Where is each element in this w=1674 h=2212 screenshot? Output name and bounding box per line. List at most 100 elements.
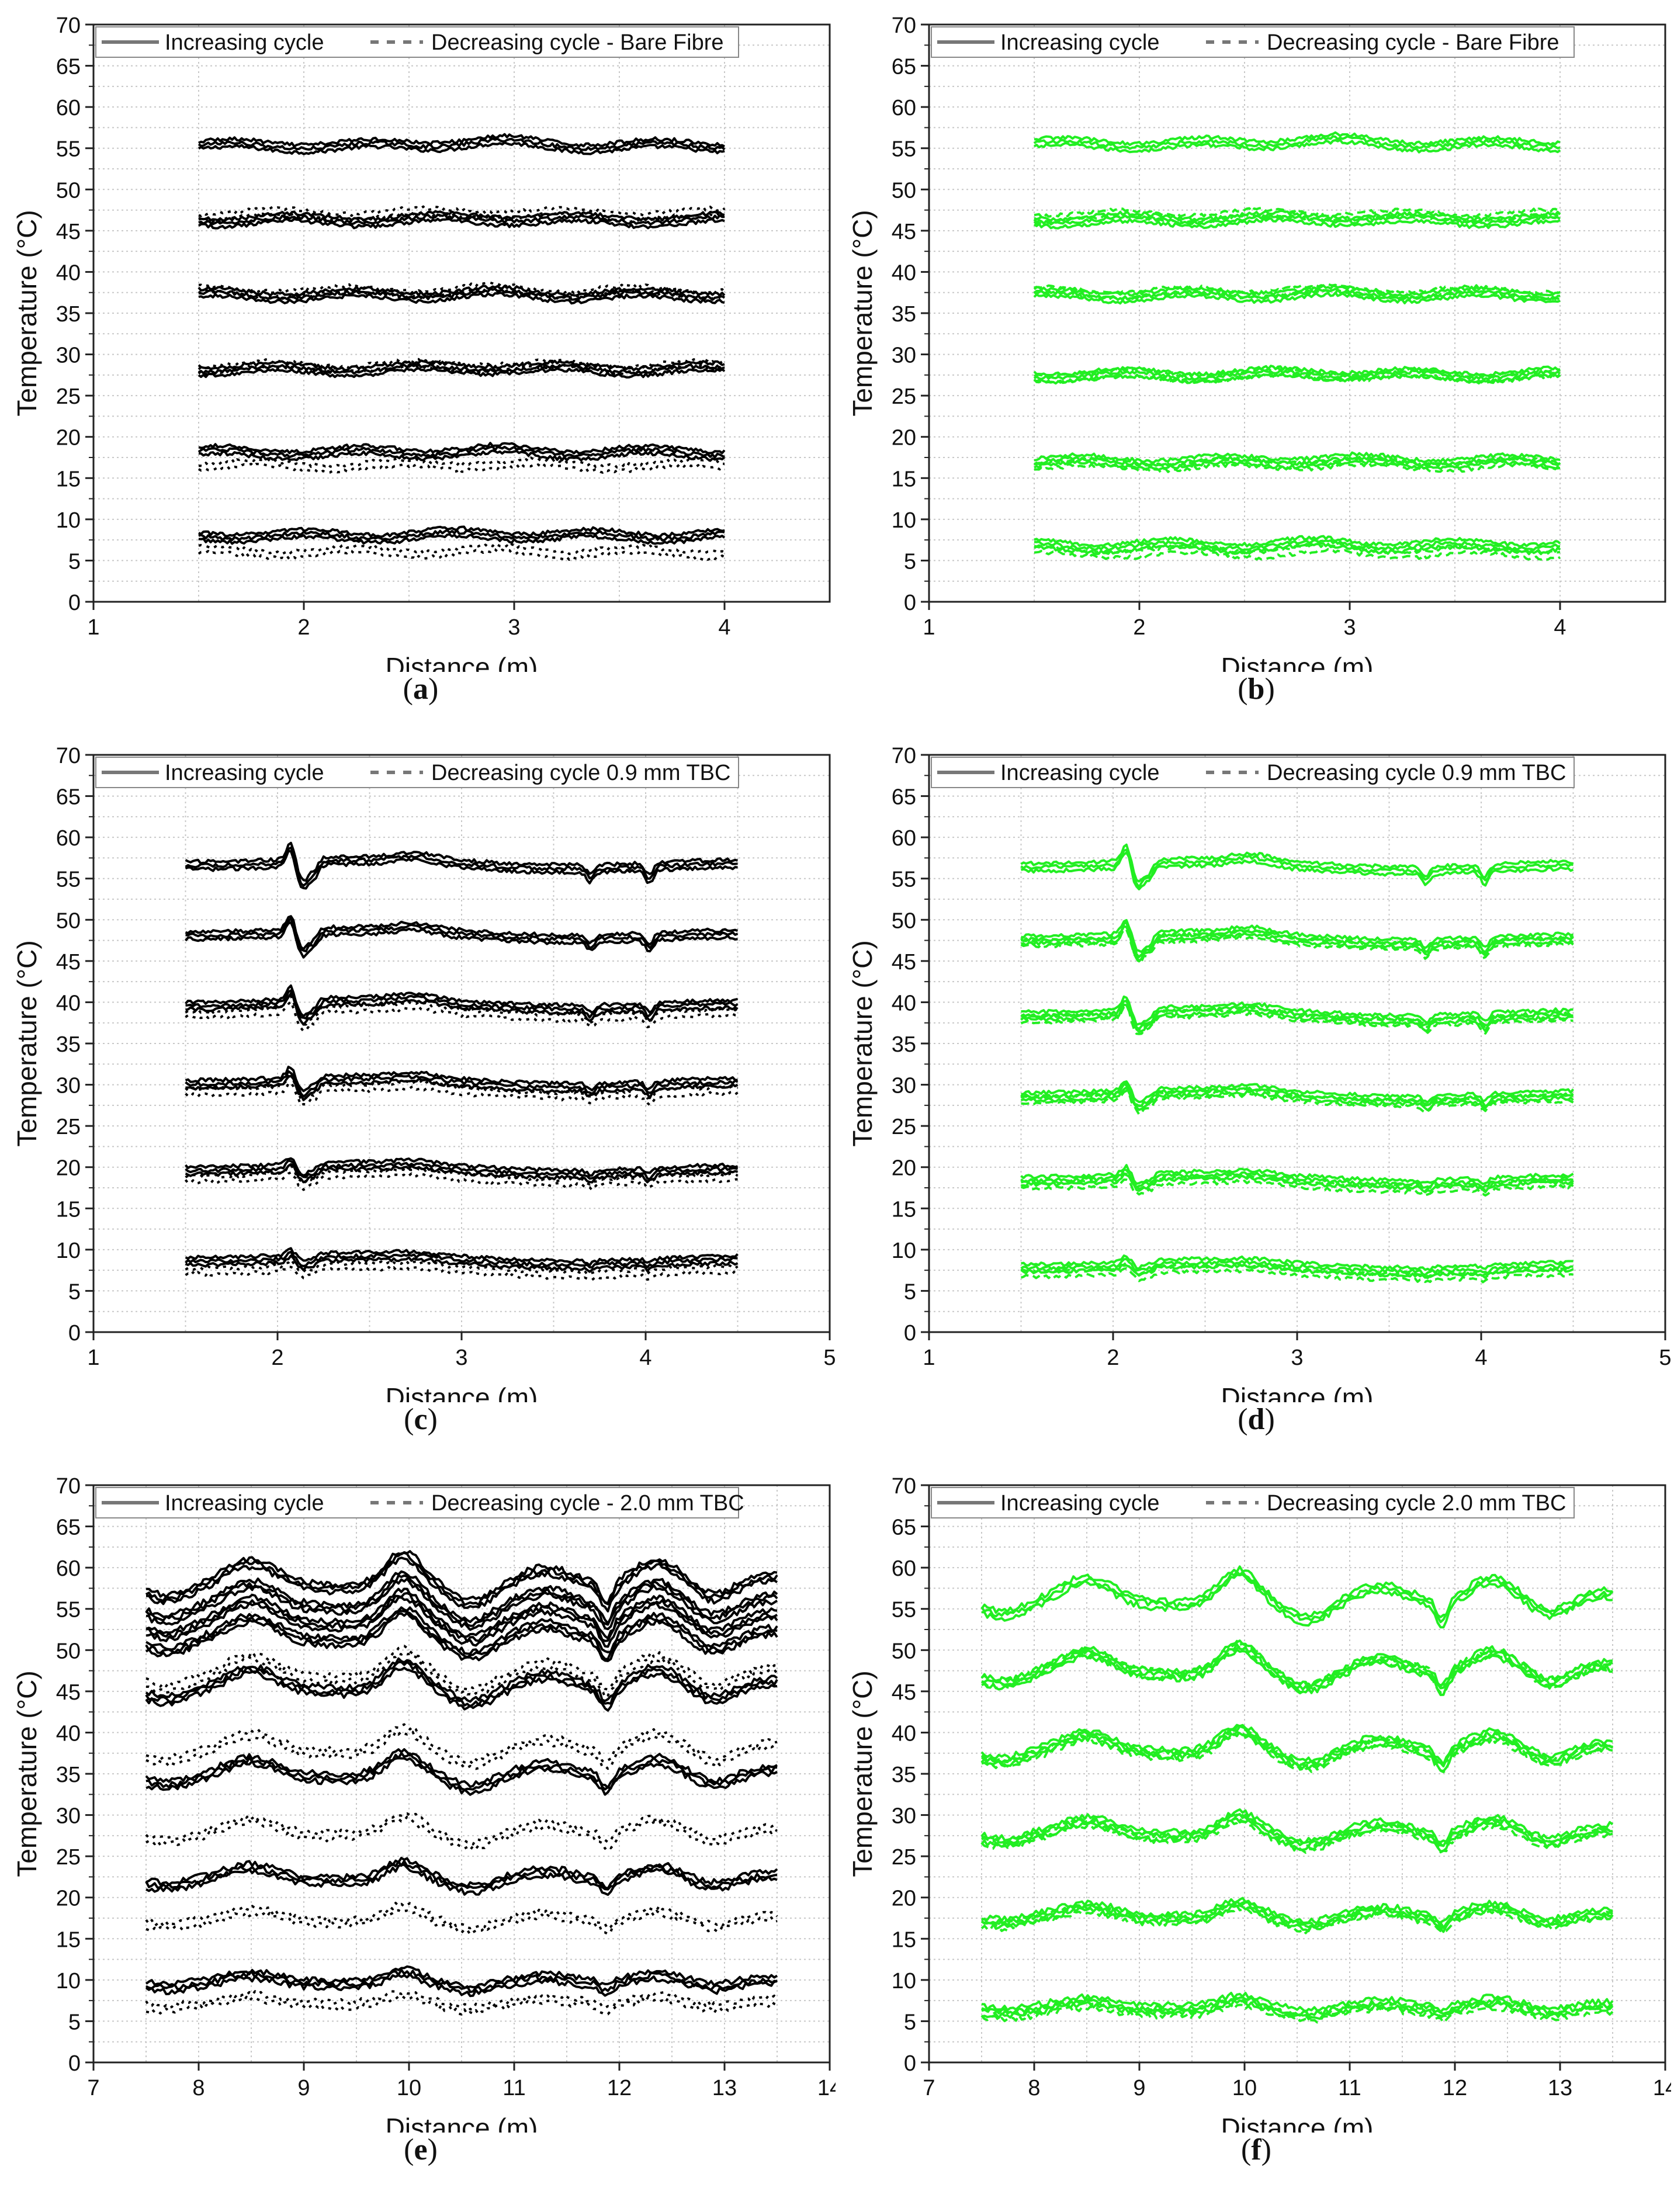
decreasing-cycle-line <box>145 1994 778 2016</box>
y-tick-label: 5 <box>68 1280 81 1304</box>
caption-e: (e) <box>404 2133 438 2166</box>
caption-d: (d) <box>1238 1403 1275 1436</box>
y-tick-label: 45 <box>892 950 916 975</box>
legend: Increasing cycle Decreasing cycle - 2.0 m… <box>95 1487 744 1518</box>
panel-c: 0 5 10 15 20 25 30 35 40 45 50 55 60 65 70 1 2 3 4 5 Distanc… <box>6 730 836 1455</box>
y-tick-label: 15 <box>56 1927 81 1952</box>
y-tick-label: 60 <box>56 826 81 851</box>
decreasing-cycle-line <box>980 2003 1614 2024</box>
increasing-cycle-line <box>185 1250 738 1269</box>
x-axis-title: Distance (m) <box>386 1382 538 1402</box>
y-tick-label: 35 <box>892 1032 916 1057</box>
x-tick-label: 12 <box>1443 2076 1467 2100</box>
decreasing-cycle-line <box>980 1900 1613 1929</box>
increasing-cycle-line <box>980 1725 1613 1768</box>
y-tick-label: 55 <box>56 868 81 892</box>
decreasing-cycle-line <box>980 1818 1613 1854</box>
y-tick-label: 35 <box>56 1032 81 1057</box>
legend-increasing-label: Increasing cycle <box>165 30 324 55</box>
y-tick-label: 70 <box>892 1474 916 1499</box>
y-tick-label: 50 <box>892 178 916 203</box>
y-tick-label: 5 <box>68 549 81 574</box>
increasing-cycle-line <box>1033 135 1561 150</box>
decreasing-cycle-line <box>198 281 726 294</box>
legend: Increasing cycle Decreasing cycle 0.9 mm … <box>931 757 1575 788</box>
x-tick-label: 4 <box>1475 1346 1487 1370</box>
increasing-cycle-line <box>981 1573 1613 1629</box>
decreasing-cycle-line <box>1033 372 1561 385</box>
panel-f: 0 5 10 15 20 25 30 35 40 45 50 55 60 65 70 7 8 9 10 11 12 13 1… <box>841 1461 1671 2185</box>
decreasing-cycle-line <box>1034 366 1561 379</box>
y-tick-label: 40 <box>56 261 81 285</box>
increasing-cycle-line <box>197 367 726 379</box>
increasing-cycle-line <box>145 1863 778 1896</box>
x-tick-label: 12 <box>607 2076 632 2100</box>
y-tick-label: 10 <box>892 1239 916 1263</box>
chart-a: 0 5 10 15 20 25 30 35 40 45 50 55 60 65 70 1 2 3 4 Distance… <box>12 13 831 672</box>
increasing-cycle-line <box>198 533 726 545</box>
y-tick-label: 65 <box>892 1516 916 1540</box>
decreasing-cycle-line <box>1034 542 1561 556</box>
y-tick-label: 35 <box>892 1763 916 1787</box>
increasing-cycle-line <box>1033 138 1561 154</box>
legend-box <box>95 26 739 58</box>
panel-a: 0 5 10 15 20 25 30 35 40 45 50 55 60 65 70 1 2 3 4 Distance… <box>6 0 836 724</box>
y-tick-label: 50 <box>56 909 81 933</box>
decreasing-cycle-line <box>145 1909 778 1936</box>
y-tick-label: 45 <box>56 1680 81 1705</box>
decreasing-cycle-line <box>197 358 726 370</box>
increasing-cycle-line <box>185 1247 739 1267</box>
x-axis-title: Distance (m) <box>386 652 538 672</box>
increasing-cycle-line <box>1020 1164 1574 1185</box>
x-tick-label: 4 <box>1554 615 1566 640</box>
x-tick-label: 9 <box>297 2076 310 2100</box>
increasing-cycle-line <box>185 850 738 890</box>
increasing-cycle-line <box>197 445 725 459</box>
y-tick-label: 65 <box>892 785 916 810</box>
increasing-cycle-line <box>1033 284 1561 297</box>
increasing-cycle-line <box>980 1570 1614 1624</box>
increasing-cycle-line <box>198 292 725 305</box>
y-tick-label: 60 <box>892 1556 916 1581</box>
increasing-cycle-line <box>185 992 739 1026</box>
y-tick-label: 25 <box>892 384 916 409</box>
x-tick-label: 10 <box>397 2076 421 2100</box>
caption-letter-a: a <box>413 672 428 706</box>
y-tick-label: 25 <box>56 1115 81 1139</box>
decreasing-cycle-line <box>1033 288 1561 301</box>
legend-decreasing-label: Decreasing cycle - Bare Fibre <box>431 30 724 55</box>
y-tick-label: 45 <box>56 950 81 975</box>
increasing-cycle-line <box>185 989 739 1020</box>
increasing-cycle-line <box>1034 131 1561 146</box>
panel-d: 0 5 10 15 20 25 30 35 40 45 50 55 60 65 70 1 2 3 4 5 Distanc… <box>841 730 1671 1455</box>
grid <box>928 1485 1666 2063</box>
y-tick-label: 50 <box>56 1639 81 1663</box>
y-tick-label: 40 <box>892 991 916 1015</box>
chart-b: 0 5 10 15 20 25 30 35 40 45 50 55 60 65 70 1 2 3 4 Distance… <box>847 13 1666 672</box>
increasing-cycle-line <box>145 1973 778 1998</box>
y-tick-label: 55 <box>892 1598 916 1622</box>
y-tick-label: 45 <box>56 220 81 244</box>
x-tick-label: 3 <box>1291 1346 1303 1370</box>
decreasing-cycle-line <box>1020 921 1574 958</box>
x-tick-label: 1 <box>923 1346 935 1370</box>
plot-frame <box>92 1484 831 2064</box>
y-tick-label: 15 <box>892 1197 916 1222</box>
y-tick-label: 15 <box>56 467 81 491</box>
grid <box>93 754 830 1333</box>
decreasing-cycle-line <box>1034 283 1561 296</box>
y-tick-label: 65 <box>56 785 81 810</box>
y-axis-title: Temperature (°C) <box>847 940 878 1146</box>
increasing-cycle-line <box>1034 535 1561 548</box>
increasing-cycle-line <box>197 141 725 155</box>
decreasing-cycle-line <box>198 205 726 217</box>
increasing-cycle-line <box>145 1587 778 1640</box>
increasing-cycle-line <box>145 1606 778 1655</box>
legend: Increasing cycle Decreasing cycle 0.9 mm … <box>95 757 739 788</box>
increasing-cycle-line <box>185 847 738 887</box>
x-tick-label: 3 <box>455 1346 467 1370</box>
legend-box <box>931 26 1575 58</box>
decreasing-cycle-line <box>145 1815 778 1852</box>
decreasing-cycle-line <box>145 1730 778 1770</box>
